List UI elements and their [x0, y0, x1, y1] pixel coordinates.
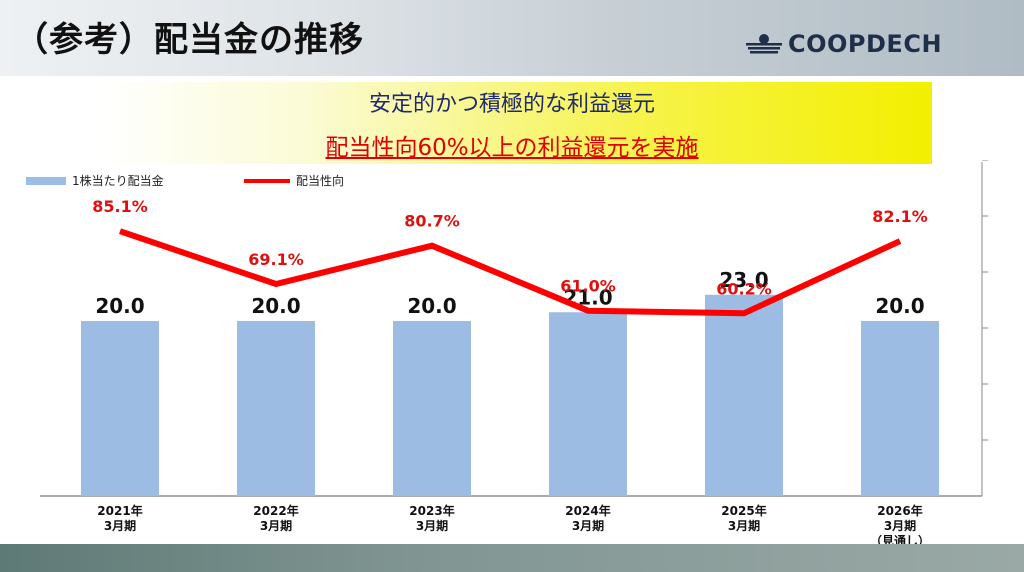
- ratio-label-3: 61.0%: [560, 277, 616, 296]
- logo-mark-icon: [746, 34, 782, 54]
- bar-4: [705, 294, 783, 496]
- message-banner: [98, 82, 932, 164]
- legend-line-label: 配当性向: [296, 173, 344, 188]
- x-tick-label-5: 2026年 3月期（見通し）: [870, 503, 930, 548]
- company-logo: COOPDECH: [744, 30, 942, 58]
- header-bar: （参考）配当金の推移 COOPDECH: [0, 0, 1024, 76]
- x-tick-label-0: 2021年 3月期: [97, 503, 142, 533]
- chart-legend: 1株当たり配当金 配当性向: [26, 173, 344, 188]
- page-title: （参考）配当金の推移: [14, 20, 364, 60]
- x-tick-label-2: 2023年 3月期: [409, 503, 454, 533]
- bar-3: [549, 312, 627, 496]
- dividend-chart: 1株当たり配当金 配当性向 20.0 20.0 20.0 21.023.020.0 8…: [26, 160, 988, 548]
- banner-headline: 安定的かつ積極的な利益還元: [368, 92, 655, 117]
- bar-1: [237, 321, 315, 496]
- logo-text: COOPDECH: [788, 30, 943, 58]
- ratio-label-0: 85.1%: [92, 197, 148, 216]
- bar-2: [393, 321, 471, 496]
- bar-value-label-0: 20.0: [95, 294, 144, 318]
- legend-bar-swatch: [26, 177, 66, 185]
- banner-subheadline: 配当性向60%以上の利益還元を実施: [325, 135, 699, 161]
- ratio-label-1: 69.1%: [248, 250, 304, 269]
- payout-ratio-line: [119, 228, 902, 317]
- ratio-label-4: 60.2%: [716, 279, 772, 298]
- chart-axes: [40, 160, 988, 497]
- bar-5: [861, 321, 939, 496]
- bar-value-label-4: 23.0: [719, 268, 768, 292]
- footer-band: [0, 544, 1024, 572]
- x-tick-label-1: 2022年 3月期: [253, 503, 298, 533]
- x-tick-label-3: 2024年 3月期: [565, 503, 610, 533]
- bar-value-label-1: 20.0: [251, 294, 300, 318]
- ratio-label-5: 82.1%: [872, 207, 928, 226]
- legend-bar-label: 1株当たり配当金: [72, 173, 164, 188]
- bar-0: [81, 321, 159, 496]
- x-tick-label-4: 2025年 3月期: [721, 503, 766, 533]
- bar-value-label-2: 20.0: [407, 294, 456, 318]
- bar-value-label-5: 20.0: [875, 294, 924, 318]
- ratio-label-2: 80.7%: [404, 212, 460, 231]
